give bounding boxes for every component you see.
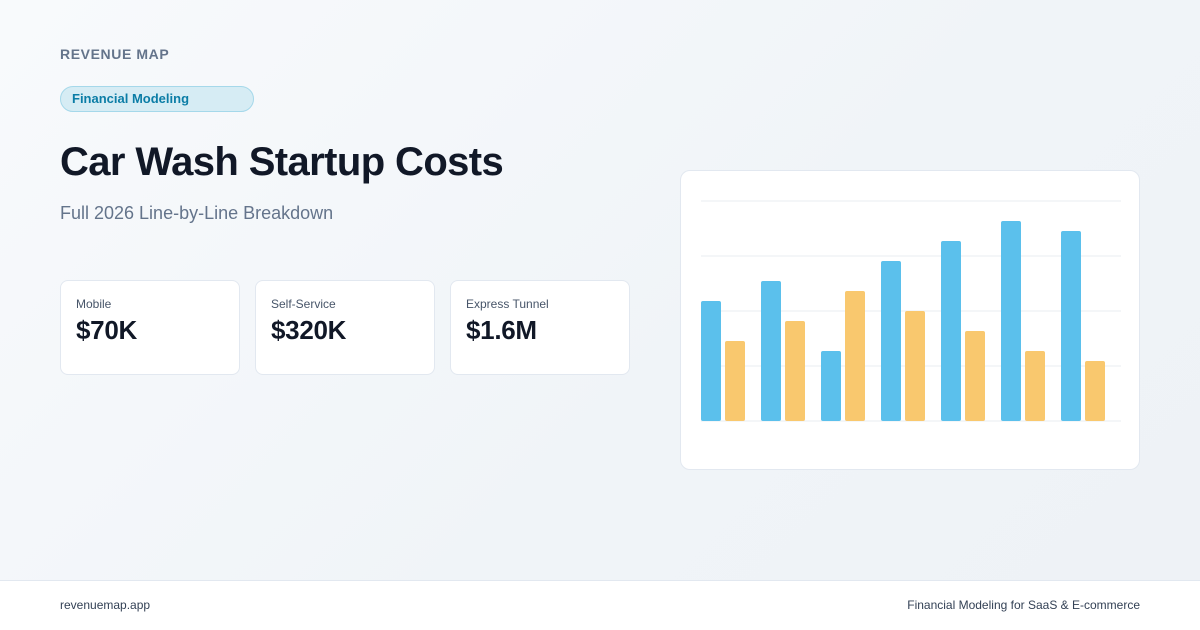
chart-bar [941,241,961,421]
chart-card [680,170,1140,470]
chart-bar [905,311,925,421]
bar-chart [701,200,1121,422]
page-subtitle: Full 2026 Line-by-Line Breakdown [60,203,334,223]
chart-bar [1085,361,1105,421]
chart-bar [845,291,865,421]
stat-label: Mobile [76,297,112,311]
footer-tagline: Financial Modeling for SaaS & E-commerce [907,598,1140,612]
chart-bar [965,331,985,421]
chart-bar [1025,351,1045,421]
chart-bar [785,321,805,421]
chart-bar [881,261,901,421]
stat-value: $70K [76,315,137,345]
stat-label: Self-Service [271,297,336,311]
chart-bar [761,281,781,421]
stat-card-express-tunnel: Express Tunnel $1.6M [450,280,630,375]
hero-panel: REVENUE MAP Financial Modeling Car Wash … [0,0,1200,580]
stat-card-mobile: Mobile $70K [60,280,240,375]
stat-card-self-service: Self-Service $320K [255,280,435,375]
stat-value: $1.6M [466,315,537,345]
stat-label: Express Tunnel [466,297,549,311]
footer-site-link[interactable]: revenuemap.app [60,598,151,612]
chart-bar [701,301,721,421]
stat-value: $320K [271,315,347,345]
chart-bar [1001,221,1021,421]
brand-name: REVENUE MAP [60,46,170,62]
page-title: Car Wash Startup Costs [60,140,504,184]
chart-bar [1061,231,1081,421]
chart-bar [821,351,841,421]
chart-bar [725,341,745,421]
footer: revenuemap.app Financial Modeling for Sa… [0,580,1200,630]
category-badge[interactable]: Financial Modeling [60,86,254,112]
